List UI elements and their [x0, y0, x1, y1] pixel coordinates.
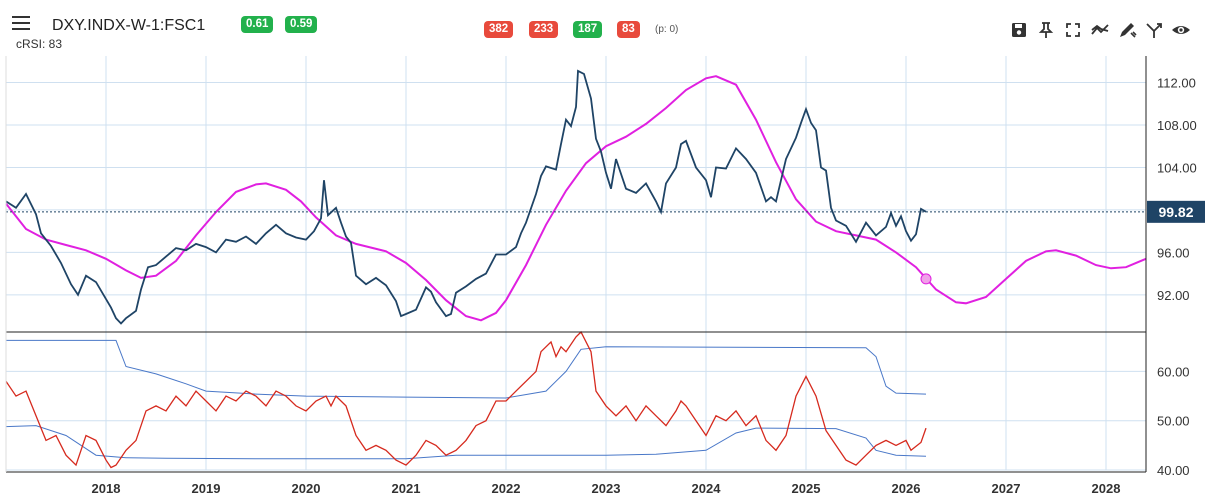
cycle-marker[interactable]: [920, 273, 932, 285]
symbol-title[interactable]: DXY.INDX-W-1:FSC1: [52, 17, 206, 34]
crsi-tick-label: 40.00: [1157, 463, 1190, 478]
x-tick-label: 2021: [392, 481, 421, 496]
crsi-line: [5, 330, 927, 469]
series-layer: [5, 69, 1147, 469]
y-tick-label: 104.00: [1157, 160, 1197, 175]
y-tick-label: 108.00: [1157, 118, 1197, 133]
last-price-label: 99.82: [1158, 204, 1193, 220]
badge-cycle-3[interactable]: 187: [573, 21, 603, 38]
badge-cycle-2[interactable]: 233: [529, 21, 559, 38]
axes: 2018 2019 2020 2021 2022 2023 2024 2025 2026 2027…: [5, 56, 1205, 496]
p-label: (p: 0): [655, 24, 679, 35]
badge-cycle-1[interactable]: 382: [484, 21, 514, 38]
grid: [6, 56, 1146, 471]
x-tick-label: 2022: [492, 481, 521, 496]
crsi-lower-band: [5, 425, 927, 460]
last-price-tag: [1147, 200, 1205, 223]
x-tick-label: 2018: [92, 481, 121, 496]
save-icon[interactable]: [1008, 19, 1030, 41]
crsi-upper-band: [6, 339, 927, 399]
cycle-line: [5, 75, 1147, 322]
fullscreen-icon[interactable]: [1062, 19, 1084, 41]
x-tick-label: 2020: [292, 481, 321, 496]
x-tick-label: 2026: [892, 481, 921, 496]
x-tick-label: 2024: [692, 481, 722, 496]
x-tick-label: 2023: [592, 481, 621, 496]
eye-icon[interactable]: [1170, 19, 1192, 41]
x-tick-label: 2025: [792, 481, 821, 496]
y-tick-label: 92.00: [1157, 288, 1190, 303]
crsi-tick-label: 60.00: [1157, 364, 1190, 379]
pin-icon[interactable]: [1035, 19, 1057, 41]
badge-left-2[interactable]: 0.59: [285, 16, 318, 33]
x-tick-label: 2027: [992, 481, 1021, 496]
trend-icon[interactable]: [1089, 19, 1111, 41]
badge-cycle-4[interactable]: 83: [617, 21, 640, 38]
x-tick-label: 2019: [192, 481, 221, 496]
y-tick-label: 96.00: [1157, 245, 1190, 260]
x-tick-label: 2028: [1092, 481, 1121, 496]
badge-left-1[interactable]: 0.61: [241, 16, 274, 33]
price-line: [5, 69, 927, 325]
draw-icon[interactable]: [1116, 19, 1138, 41]
crsi-tick-label: 50.00: [1157, 414, 1190, 429]
chart-header: DXY.INDX-W-1:FSC1 cRSI: 83 0.61 0.59 382…: [0, 0, 1216, 56]
menu-icon[interactable]: [12, 16, 30, 30]
indicator-subtitle: cRSI: 83: [16, 37, 63, 51]
y-tick-label: 112.00: [1157, 76, 1196, 91]
branch-icon[interactable]: [1143, 19, 1165, 41]
